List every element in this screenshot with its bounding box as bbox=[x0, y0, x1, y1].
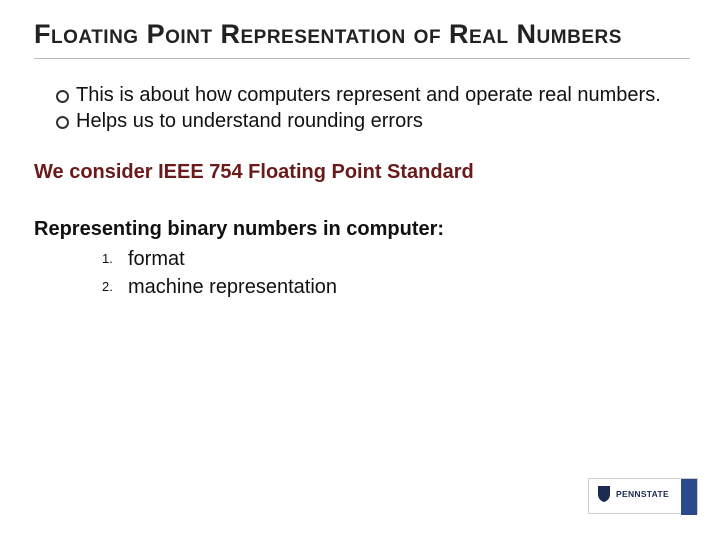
logo-text: PENNSTATE bbox=[616, 489, 669, 499]
pennstate-logo: PENNSTATE bbox=[588, 478, 698, 514]
list-item: 2. machine representation bbox=[102, 273, 690, 301]
subheading-representing: Representing binary numbers in computer: bbox=[34, 218, 690, 241]
bullet-list: This is about how computers represent an… bbox=[56, 83, 690, 135]
list-text: format bbox=[128, 248, 185, 270]
list-item: This is about how computers represent an… bbox=[56, 83, 690, 109]
numbered-list: 1. format 2. machine representation bbox=[56, 245, 690, 301]
list-item: 1. format bbox=[102, 245, 690, 273]
list-number: 2. bbox=[102, 278, 113, 296]
list-number: 1. bbox=[102, 250, 113, 268]
logo-accent-tab bbox=[681, 479, 697, 515]
slide: Floating Point Representation of Real Nu… bbox=[0, 0, 720, 540]
list-item: Helps us to understand rounding errors bbox=[56, 109, 690, 135]
subheading-ieee: We consider IEEE 754 Floating Point Stan… bbox=[34, 161, 690, 184]
slide-body: This is about how computers represent an… bbox=[34, 83, 690, 301]
list-text: machine representation bbox=[128, 276, 337, 298]
slide-title: Floating Point Representation of Real Nu… bbox=[34, 18, 690, 59]
logo-inner: PENNSTATE bbox=[597, 485, 669, 502]
shield-icon bbox=[597, 485, 611, 502]
